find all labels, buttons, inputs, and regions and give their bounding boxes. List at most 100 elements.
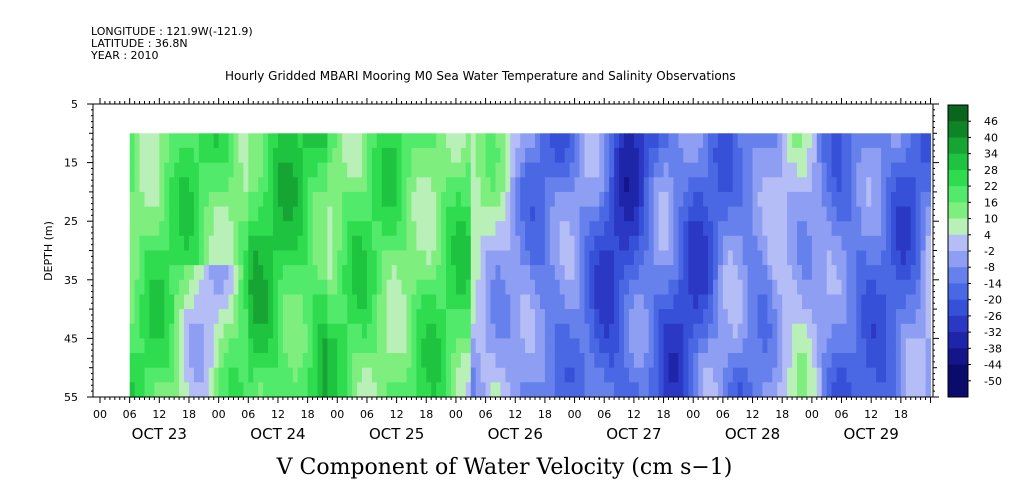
heatmap-cell — [406, 221, 412, 237]
heatmap-cell — [159, 382, 165, 398]
heatmap-cell — [688, 206, 694, 222]
heatmap-cell — [307, 147, 314, 164]
heatmap-cell — [451, 323, 457, 339]
heatmap-cell — [574, 353, 581, 369]
hour-tick-label: 06 — [479, 408, 493, 421]
heatmap-cell — [228, 382, 234, 398]
heatmap-cell — [525, 309, 531, 325]
heatmap-cell — [164, 162, 170, 178]
heatmap-cell — [678, 309, 684, 325]
heatmap-cell — [747, 162, 754, 178]
heatmap-cell — [505, 323, 511, 339]
colorbar-swatch — [948, 234, 968, 252]
heatmap-cell — [302, 177, 309, 193]
heatmap-cell — [307, 279, 314, 296]
heatmap-cell — [238, 353, 244, 369]
heatmap-cell — [604, 338, 610, 354]
heatmap-cell — [470, 309, 477, 325]
heatmap-cell — [564, 323, 571, 339]
heatmap-cell — [391, 309, 398, 325]
heatmap-cell — [337, 338, 343, 354]
heatmap-cell — [307, 177, 314, 193]
heatmap-cell — [174, 177, 180, 193]
heatmap-cell — [905, 338, 912, 354]
heatmap-cell — [218, 309, 225, 325]
heatmap-cell — [164, 309, 170, 325]
heatmap-cell — [174, 294, 180, 310]
heatmap-cell — [732, 162, 739, 178]
heatmap-cell — [762, 191, 768, 208]
heatmap-cell — [609, 367, 615, 383]
heatmap-cell — [535, 323, 541, 339]
heatmap-cell — [886, 294, 892, 310]
heatmap-cell — [530, 191, 536, 208]
heatmap-cell — [337, 133, 343, 149]
heatmap-cell — [752, 382, 758, 398]
hour-tick-label: 06 — [241, 408, 255, 421]
heatmap-cell — [554, 133, 561, 149]
heatmap-cell — [584, 382, 590, 398]
heatmap-cell — [910, 250, 917, 266]
heatmap-cell — [203, 133, 210, 149]
heatmap-cell — [663, 279, 670, 296]
heatmap-cell — [841, 162, 847, 178]
heatmap-cell — [213, 250, 220, 266]
heatmap-cell — [411, 353, 417, 369]
heatmap-cell — [747, 323, 754, 339]
heatmap-cell — [624, 235, 630, 252]
heatmap-cell — [886, 191, 892, 208]
heatmap-cell — [213, 323, 220, 339]
heatmap-cell — [920, 279, 927, 296]
heatmap-cell — [787, 294, 793, 310]
heatmap-cell — [658, 382, 665, 398]
heatmap-cell — [663, 309, 670, 325]
heatmap-cell — [371, 294, 378, 310]
heatmap-cell — [752, 162, 758, 178]
heatmap-cell — [698, 323, 704, 339]
heatmap-cell — [564, 265, 571, 281]
heatmap-cell — [386, 353, 393, 369]
hour-tick-label: 06 — [835, 408, 849, 421]
heatmap-cell — [169, 294, 175, 310]
heatmap-cell — [371, 191, 378, 208]
heatmap-cell — [441, 147, 447, 164]
heatmap-cell — [376, 162, 383, 178]
heatmap-cell — [490, 221, 496, 237]
heatmap-cell — [540, 133, 546, 149]
heatmap-cell — [584, 191, 590, 208]
heatmap-cell — [436, 309, 442, 325]
heatmap-cell — [480, 147, 487, 164]
heatmap-cell — [342, 367, 348, 383]
heatmap-cell — [900, 294, 907, 310]
colorbar-swatch — [948, 202, 968, 220]
colorbar-swatch — [948, 105, 968, 122]
heatmap-cell — [154, 294, 160, 310]
heatmap-cell — [549, 250, 556, 266]
heatmap-cell — [920, 191, 927, 208]
heatmap-cell — [727, 265, 734, 281]
heatmap-cell — [856, 309, 862, 325]
heatmap-cell — [866, 382, 872, 398]
heatmap-cell — [762, 323, 768, 339]
heatmap-cell — [327, 294, 333, 310]
colorbar-swatch — [948, 137, 968, 155]
heatmap-cell — [693, 221, 699, 237]
heatmap-cell — [243, 382, 249, 398]
heatmap-cell — [208, 235, 215, 252]
heatmap-cell — [460, 367, 467, 383]
heatmap-cell — [327, 279, 333, 296]
heatmap-cell — [732, 265, 739, 281]
heatmap-cell — [208, 323, 215, 339]
colorbar-swatch — [948, 218, 968, 236]
heatmap-cell — [436, 221, 442, 237]
heatmap-cell — [614, 367, 620, 383]
heatmap-cell — [530, 162, 536, 178]
heatmap-cell — [886, 206, 892, 222]
heatmap-cell — [223, 265, 230, 281]
heatmap-cell — [881, 221, 887, 237]
heatmap-cell — [401, 191, 408, 208]
heatmap-cell — [629, 235, 635, 252]
heatmap-cell — [802, 353, 808, 369]
heatmap-cell — [233, 206, 239, 222]
heatmap-cell — [688, 133, 694, 149]
